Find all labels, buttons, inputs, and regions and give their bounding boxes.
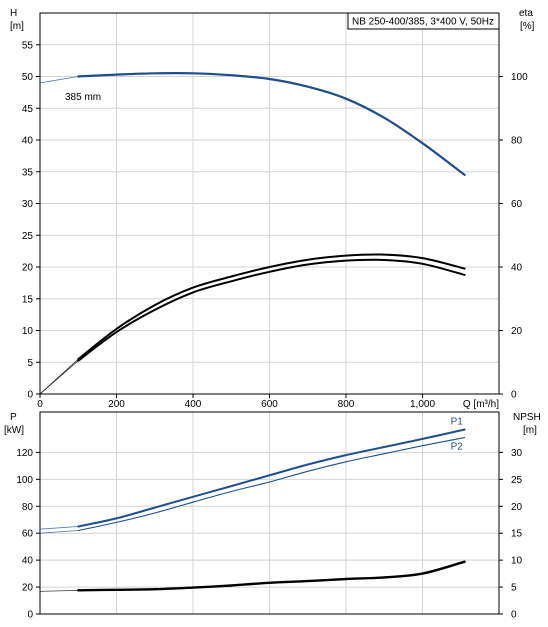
tick-label-h: 5	[27, 358, 33, 369]
tick-label-p: 100	[16, 475, 33, 486]
tick-label-p: 20	[22, 583, 34, 594]
tick-label-h: 50	[22, 72, 34, 83]
tick-label-npsh: 30	[511, 448, 523, 459]
curve-annotation: 385 mm	[65, 92, 101, 103]
tick-label-npsh: 20	[511, 502, 523, 513]
tick-label-q: 400	[185, 399, 202, 410]
tick-label-npsh: 10	[511, 556, 523, 567]
tick-label-npsh: 15	[511, 529, 523, 540]
x-axis-label: Q [m³/h]	[463, 399, 499, 410]
head-curve-385mm	[77, 72, 466, 176]
title-box	[347, 12, 500, 30]
y-axis-unit-h: [m]	[10, 21, 24, 32]
npsh-curve	[77, 560, 466, 592]
y-axis-label-p: P	[10, 412, 17, 423]
series-label-p2: P2	[451, 442, 464, 453]
tick-label-h: 25	[22, 231, 34, 242]
y2-axis-unit-npsh: [m]	[523, 425, 537, 436]
tick-label-p: 0	[27, 610, 33, 621]
tick-label-eta: 60	[511, 199, 523, 210]
tick-label-h: 55	[22, 40, 34, 51]
tick-label-npsh: 0	[511, 610, 517, 621]
tick-label-h: 40	[22, 136, 34, 147]
power-curve-p2-extension	[39, 530, 79, 534]
plot-frame-bottom	[39, 411, 500, 615]
tick-label-h: 20	[22, 263, 34, 274]
tick-label-h: 35	[22, 167, 34, 178]
tick-label-p: 60	[22, 529, 34, 540]
y-axis-label-h: H	[10, 8, 17, 19]
tick-label-q: 600	[261, 399, 278, 410]
power-curve-p2	[77, 437, 466, 532]
efficiency-curve-lower	[77, 258, 466, 362]
tick-label-p: 40	[22, 556, 34, 567]
tick-label-npsh: 25	[511, 475, 523, 486]
y2-axis-unit-eta: [%]	[520, 21, 535, 32]
grid-bottom	[40, 412, 499, 614]
tick-label-h: 0	[27, 390, 33, 401]
y-axis-unit-p: [kW]	[4, 425, 24, 436]
y2-axis-label-npsh: NPSH	[513, 412, 541, 423]
efficiency-curve-lower-extension	[39, 360, 79, 395]
tick-label-q: 1,000	[410, 399, 435, 410]
tick-label-h: 30	[22, 199, 34, 210]
grid-top	[40, 13, 499, 394]
tick-label-h: 15	[22, 294, 34, 305]
tick-label-q: 800	[338, 399, 355, 410]
curves: P1 P2	[39, 72, 466, 592]
tick-label-npsh: 5	[511, 583, 517, 594]
series-label-p1: P1	[451, 417, 464, 428]
tick-label-p: 120	[16, 448, 33, 459]
tick-label-eta: 80	[511, 136, 523, 147]
tick-label-eta: 0	[511, 390, 517, 401]
tick-label-h: 10	[22, 326, 34, 337]
power-curve-p1-extension	[39, 526, 79, 530]
tick-label-h: 45	[22, 104, 34, 115]
chart-title: NB 250-400/385, 3*400 V, 50Hz	[352, 17, 494, 28]
y2-axis-label-eta: eta	[519, 8, 533, 19]
efficiency-curve-upper	[77, 253, 466, 361]
tick-label-p: 80	[22, 502, 34, 513]
tick-label-q: 0	[37, 399, 43, 410]
head-curve-385mm-extension	[39, 76, 79, 84]
tick-label-eta: 100	[511, 72, 528, 83]
power-curve-p1	[77, 428, 466, 528]
tick-label-eta: 40	[511, 263, 523, 274]
npsh-curve-extension	[39, 589, 79, 592]
tick-label-eta: 20	[511, 326, 523, 337]
tick-label-q: 200	[108, 399, 125, 410]
